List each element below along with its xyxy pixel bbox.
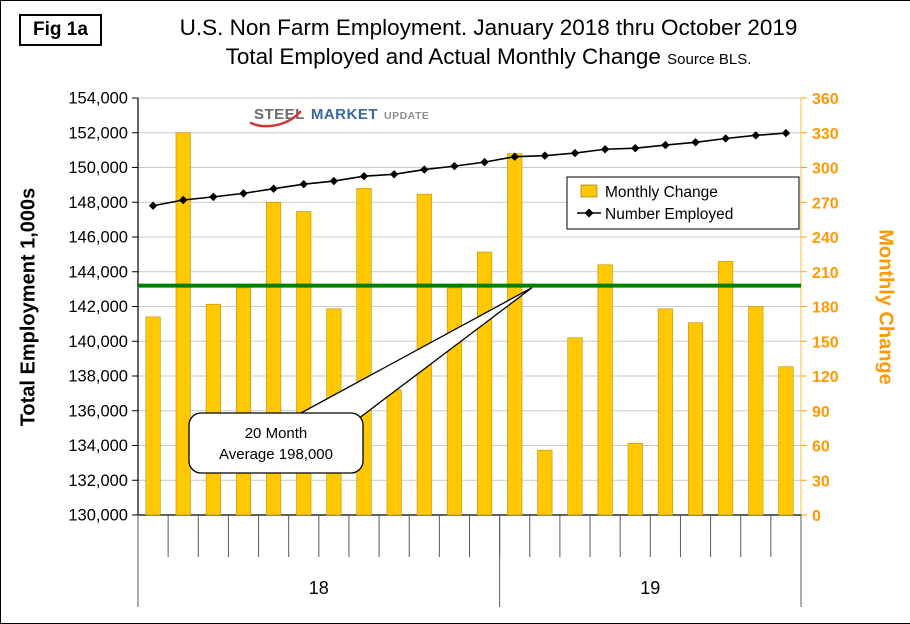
line-marker	[540, 151, 550, 160]
line-marker	[299, 179, 308, 189]
left-tick-label: 148,000	[68, 194, 128, 212]
bar-Feb-19	[537, 449, 553, 516]
year-label: 18	[309, 578, 329, 598]
left-tick-label: 136,000	[68, 402, 128, 420]
source-note: Source BLS.	[667, 51, 752, 69]
line-marker	[631, 144, 640, 153]
logo-swoosh-icon	[249, 110, 302, 128]
left-tick-label: 150,000	[68, 159, 128, 177]
callout-line2: Average 198,000	[219, 446, 333, 463]
line-marker	[179, 195, 188, 205]
legend-bar-swatch	[580, 184, 598, 198]
line-marker	[781, 128, 791, 138]
left-tick-label: 138,000	[68, 368, 128, 386]
right-axis: 0 30 60 90 120 150 180 210 240 270 300 330 360	[801, 91, 839, 525]
left-tick-label: 144,000	[68, 263, 128, 281]
right-tick-label: 330	[812, 126, 839, 143]
line-marker	[269, 184, 278, 193]
line-marker	[148, 201, 158, 210]
line-marker	[570, 148, 580, 158]
line-marker	[329, 176, 339, 186]
bar-Apr-19	[597, 264, 613, 516]
right-tick-label: 360	[812, 91, 839, 108]
line-marker	[420, 165, 429, 174]
left-tick-label: 132,000	[68, 472, 128, 490]
bar-Dec-18	[477, 251, 493, 516]
line-marker	[600, 145, 610, 154]
line-marker	[209, 192, 218, 202]
left-tick-label: 146,000	[68, 229, 128, 247]
year-label: 19	[640, 578, 660, 598]
bar-Jan-18	[145, 316, 161, 516]
bar-Jul-19	[687, 322, 704, 516]
line-marker	[450, 161, 459, 171]
steel-market-update-logo: STEEL MARKET UPDATE	[249, 106, 430, 128]
bar-Feb-18	[175, 132, 191, 516]
right-tick-label: 300	[812, 161, 839, 178]
line-marker	[691, 138, 700, 147]
bar-Oct-19	[778, 366, 794, 516]
logo-word-market: MARKET	[310, 106, 379, 123]
callout: 20 Month Average 198,000	[188, 287, 533, 474]
bar-Sep-18	[386, 389, 402, 516]
right-tick-label: 30	[812, 473, 830, 490]
logo-word-update: UPDATE	[384, 110, 430, 122]
chart-title: U.S. Non Farm Employment. January 2018 t…	[101, 14, 876, 71]
employed-line	[148, 128, 791, 210]
right-tick-label: 240	[812, 230, 839, 247]
bar-Apr-18	[235, 287, 252, 516]
left-axis-title: Total Employment 1,000s	[17, 187, 40, 427]
chart-title-line1: U.S. Non Farm Employment. January 2018 t…	[179, 15, 798, 40]
bar-Aug-19	[718, 261, 734, 516]
left-tick-label: 134,000	[68, 437, 128, 455]
line-marker	[510, 152, 519, 161]
left-tick-label: 140,000	[68, 333, 128, 351]
bar-Jan-19	[507, 153, 523, 516]
line-marker	[751, 131, 760, 140]
bar-May-19	[627, 442, 643, 516]
right-tick-label: 120	[812, 369, 839, 386]
right-tick-label: 60	[812, 439, 830, 456]
line-marker	[389, 170, 399, 179]
left-tick-label: 142,000	[68, 298, 128, 316]
callout-line1: 20 Month	[245, 425, 308, 442]
left-tick-label: 152,000	[68, 124, 128, 142]
left-axis: 130,000 132,000 134,000 136,000 138,000 140,0…	[68, 90, 138, 525]
left-tick-label: 154,000	[68, 90, 128, 108]
legend-label-bar: Monthly Change	[605, 184, 718, 201]
right-tick-label: 0	[812, 508, 821, 525]
line-marker	[480, 157, 489, 167]
line-marker	[721, 134, 730, 143]
legend-line-marker	[584, 208, 594, 218]
line-marker	[359, 171, 369, 181]
bar-Jun-19	[657, 308, 673, 516]
bar-Nov-18	[446, 287, 462, 516]
chart-title-line2-text: Total Employed and Actual Monthly Change	[225, 44, 661, 70]
right-axis-title: Monthly Change	[874, 229, 897, 385]
right-tick-label: 90	[812, 404, 830, 421]
legend: Monthly Change Number Employed	[566, 176, 800, 230]
bar-Mar-18	[205, 303, 221, 516]
figure-label: Fig 1a	[19, 14, 102, 46]
right-tick-label: 270	[812, 195, 839, 212]
legend-label-line: Number Employed	[605, 206, 733, 223]
right-tick-label: 150	[812, 334, 839, 351]
left-tick-label: 130,000	[68, 507, 128, 525]
right-tick-label: 180	[812, 300, 839, 317]
bar-Sep-19	[748, 306, 764, 516]
line-marker	[239, 189, 248, 198]
right-tick-label: 210	[812, 265, 839, 282]
line-marker	[661, 140, 670, 150]
chart-title-line2: Total Employed and Actual Monthly Change…	[101, 43, 876, 70]
x-axis: 18 19	[137, 515, 802, 607]
bar-Mar-19	[567, 337, 583, 516]
